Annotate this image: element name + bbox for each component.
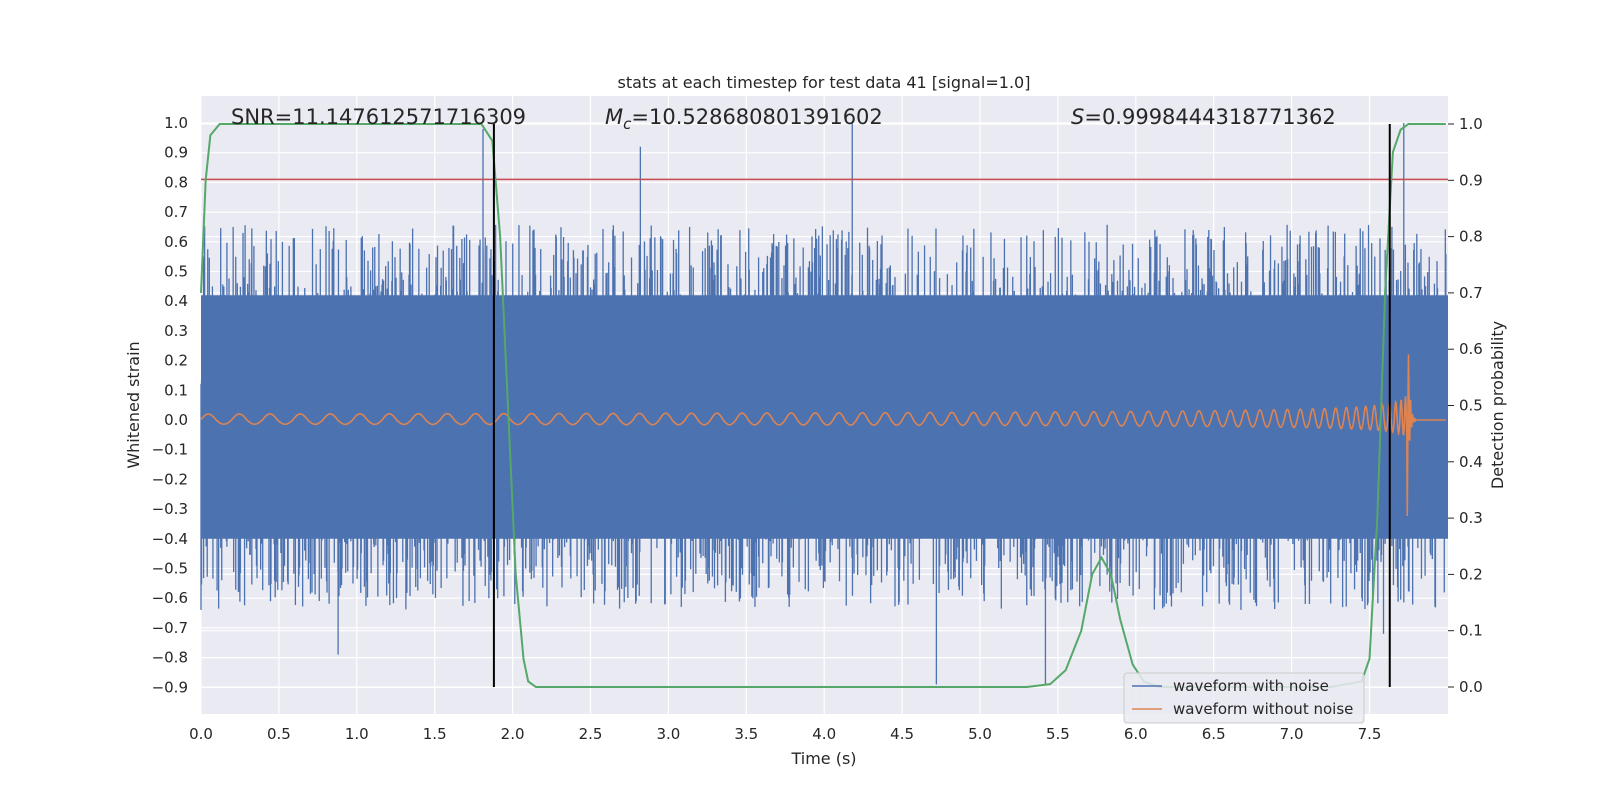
y-tick-label-left: −0.8 <box>152 649 188 667</box>
y-tick-label-right: 0.1 <box>1459 622 1483 640</box>
x-tick-label: 2.5 <box>579 725 603 743</box>
y-axis-left-label: Whitened strain <box>124 341 143 468</box>
y-tick-label-right: 0.6 <box>1459 340 1483 358</box>
x-tick-label: 4.5 <box>890 725 914 743</box>
x-tick-label: 5.0 <box>968 725 992 743</box>
series-waveform-without-noise <box>200 354 1446 516</box>
y-tick-label-left: −0.6 <box>152 589 188 607</box>
x-tick-label: 4.0 <box>812 725 836 743</box>
x-tick-label: 7.5 <box>1358 725 1382 743</box>
y-tick-label-left: −0.2 <box>152 470 188 488</box>
y-axis-right-label: Detection probability <box>1488 321 1507 489</box>
x-tick-label: 3.5 <box>734 725 758 743</box>
y-tick-label-right: 0.9 <box>1459 171 1483 189</box>
y-tick-label-left: −0.4 <box>152 530 188 548</box>
y-tick-label-left: −0.1 <box>152 441 188 459</box>
y-axis-left-ticks: 1.0 0.9 0.8 0.7 0.6 0.5 0.4 0.3 0.2 0.1 0.0 −0.1 −0.… <box>152 114 188 696</box>
legend: waveform with noise waveform without noi… <box>1123 672 1365 724</box>
y-tick-label-left: 0.5 <box>164 263 188 281</box>
y-tick-label-left: −0.5 <box>152 560 188 578</box>
series-waveform-with-noise <box>200 123 1448 685</box>
y-tick-label-left: −0.7 <box>152 619 188 637</box>
y-tick-label-left: 0.6 <box>164 233 188 251</box>
y-tick-label-left: 0.3 <box>164 322 188 340</box>
score-symbol: S <box>1071 105 1084 129</box>
y-tick-label-right: 0.2 <box>1459 565 1483 583</box>
x-tick-label: 7.0 <box>1280 725 1304 743</box>
y-tick-label-left: 1.0 <box>164 114 188 132</box>
chart-title: stats at each timestep for test data 41 … <box>618 73 1031 92</box>
y-tick-label-right: 0.8 <box>1459 228 1483 246</box>
y-tick-label-left: 0.7 <box>164 203 188 221</box>
legend-box <box>1123 672 1365 724</box>
x-tick-label: 0.0 <box>189 725 213 743</box>
y-tick-label-left: 0.8 <box>164 173 188 191</box>
chirp-mass-value: =10.528680801391602 <box>631 105 882 129</box>
y-tick-label-right: 0.0 <box>1459 678 1483 696</box>
x-tick-label: 0.5 <box>267 725 291 743</box>
y-tick-label-left: 0.9 <box>164 144 188 162</box>
x-tick-label: 1.5 <box>423 725 447 743</box>
x-tick-label: 1.0 <box>345 725 369 743</box>
x-tick-label: 5.5 <box>1046 725 1070 743</box>
x-tick-label: 6.0 <box>1124 725 1148 743</box>
y-tick-label-left: 0.2 <box>164 352 188 370</box>
chirp-mass-symbol: M <box>605 105 623 129</box>
x-tick-label: 3.0 <box>656 725 680 743</box>
score-annotation: S=0.9998444318771362 <box>1071 105 1336 129</box>
x-tick-label: 6.5 <box>1202 725 1226 743</box>
y-tick-label-right: 0.5 <box>1459 397 1483 415</box>
y-tick-label-right: 0.7 <box>1459 284 1483 302</box>
y-tick-label-right: 1.0 <box>1459 115 1483 133</box>
vertical-markers <box>492 124 1391 687</box>
clean-waveform-line <box>200 354 1446 516</box>
y-tick-label-left: 0.1 <box>164 381 188 399</box>
y-axis-right-ticks: 1.0 0.9 0.8 0.7 0.6 0.5 0.4 0.3 0.2 0.1 0.0 <box>1448 115 1483 696</box>
chirp-mass-subscript: c <box>623 115 632 133</box>
legend-label-noise: waveform with noise <box>1173 677 1329 695</box>
legend-label-clean: waveform without noise <box>1173 700 1353 718</box>
y-tick-label-right: 0.4 <box>1459 453 1483 471</box>
y-tick-label-left: −0.3 <box>152 500 188 518</box>
y-tick-label-left: 0.4 <box>164 292 188 310</box>
y-tick-label-right: 0.3 <box>1459 509 1483 527</box>
y-tick-label-left: −0.9 <box>152 678 188 696</box>
x-axis-ticks: 0.0 0.5 1.0 1.5 2.0 2.5 3.0 3.5 4.0 4.5 5.0 5.5 6.0 6… <box>189 725 1381 743</box>
snr-annotation: SNR=11.147612571716309 <box>231 105 526 129</box>
score-value: =0.9998444318771362 <box>1084 105 1335 129</box>
chirp-mass-annotation: Mc=10.528680801391602 <box>605 105 883 133</box>
y-tick-label-left: 0.0 <box>164 411 188 429</box>
x-axis-label: Time (s) <box>790 749 856 768</box>
x-tick-label: 2.0 <box>501 725 525 743</box>
